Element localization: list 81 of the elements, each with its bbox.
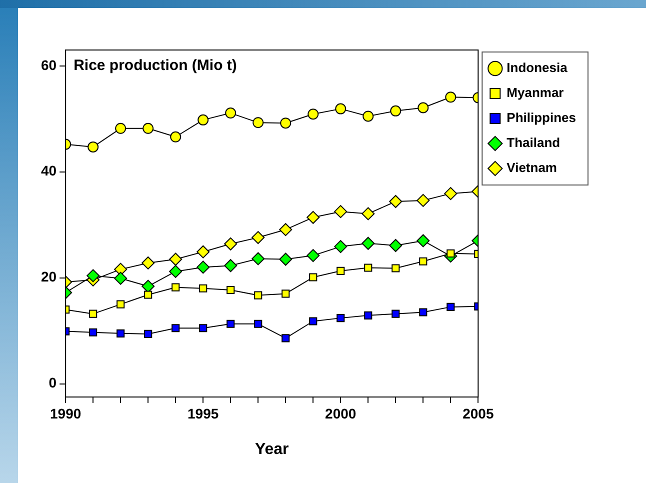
point	[116, 329, 125, 338]
point	[142, 122, 154, 134]
legend-label: Indonesia	[506, 60, 568, 76]
point	[199, 324, 208, 332]
point	[280, 118, 292, 129]
point	[309, 273, 318, 282]
point	[390, 105, 402, 116]
x-tick-label: 2000	[325, 405, 356, 422]
point	[306, 249, 320, 262]
point	[254, 291, 262, 300]
point	[446, 302, 455, 311]
point	[142, 280, 155, 293]
legend-label: Thailand	[506, 135, 560, 150]
point	[198, 114, 209, 126]
legend-label: Philippines	[506, 110, 576, 126]
point	[389, 195, 402, 208]
point	[334, 205, 348, 218]
point	[392, 310, 400, 318]
point	[279, 252, 292, 266]
point	[252, 252, 265, 266]
point	[418, 102, 429, 114]
point	[416, 234, 430, 248]
x-tick-label: 1995	[188, 405, 219, 422]
point	[416, 194, 430, 207]
point	[169, 252, 182, 266]
point	[336, 266, 345, 275]
text: Rice production (Mio t)	[74, 57, 237, 74]
legend-label: Myanmar	[506, 85, 564, 100]
point	[279, 223, 292, 236]
y-tick-label: 20	[40, 268, 57, 285]
y-tick-label: 60	[40, 56, 57, 73]
point	[335, 103, 346, 114]
point	[362, 110, 374, 122]
x-tick-label: 2005	[462, 405, 494, 422]
point	[116, 300, 125, 308]
point	[364, 264, 372, 272]
point	[144, 330, 152, 338]
point	[419, 257, 428, 266]
point	[142, 256, 155, 270]
point	[309, 317, 318, 326]
x-axis-title: Year	[254, 440, 289, 458]
point	[114, 272, 128, 285]
x-tick-label: 1990	[50, 405, 82, 422]
point	[89, 328, 98, 336]
point	[88, 141, 99, 152]
point	[419, 308, 428, 316]
legend-label: Vietnam	[506, 160, 557, 176]
point	[226, 320, 235, 328]
point	[226, 286, 235, 294]
point	[282, 290, 290, 298]
point	[254, 320, 262, 328]
point	[224, 259, 238, 272]
point	[172, 324, 180, 332]
point	[389, 238, 402, 252]
point	[336, 314, 345, 322]
point	[445, 92, 456, 103]
point	[115, 122, 126, 134]
y-tick-label: 0	[48, 374, 57, 391]
point	[199, 284, 208, 292]
point	[224, 237, 238, 250]
point	[196, 260, 210, 274]
point	[306, 210, 320, 224]
point	[444, 187, 458, 200]
point	[364, 311, 372, 320]
point	[86, 269, 100, 282]
point	[144, 290, 152, 299]
point	[89, 310, 98, 318]
point	[252, 231, 265, 244]
point	[252, 117, 264, 128]
point	[362, 236, 375, 250]
point	[392, 264, 400, 272]
point	[334, 240, 348, 254]
point	[362, 207, 375, 220]
point	[172, 283, 180, 292]
point	[196, 245, 210, 258]
y-tick-label: 40	[40, 162, 57, 179]
point	[308, 108, 319, 120]
point	[170, 131, 182, 142]
point	[225, 108, 236, 119]
point	[282, 334, 290, 342]
point	[169, 264, 182, 278]
